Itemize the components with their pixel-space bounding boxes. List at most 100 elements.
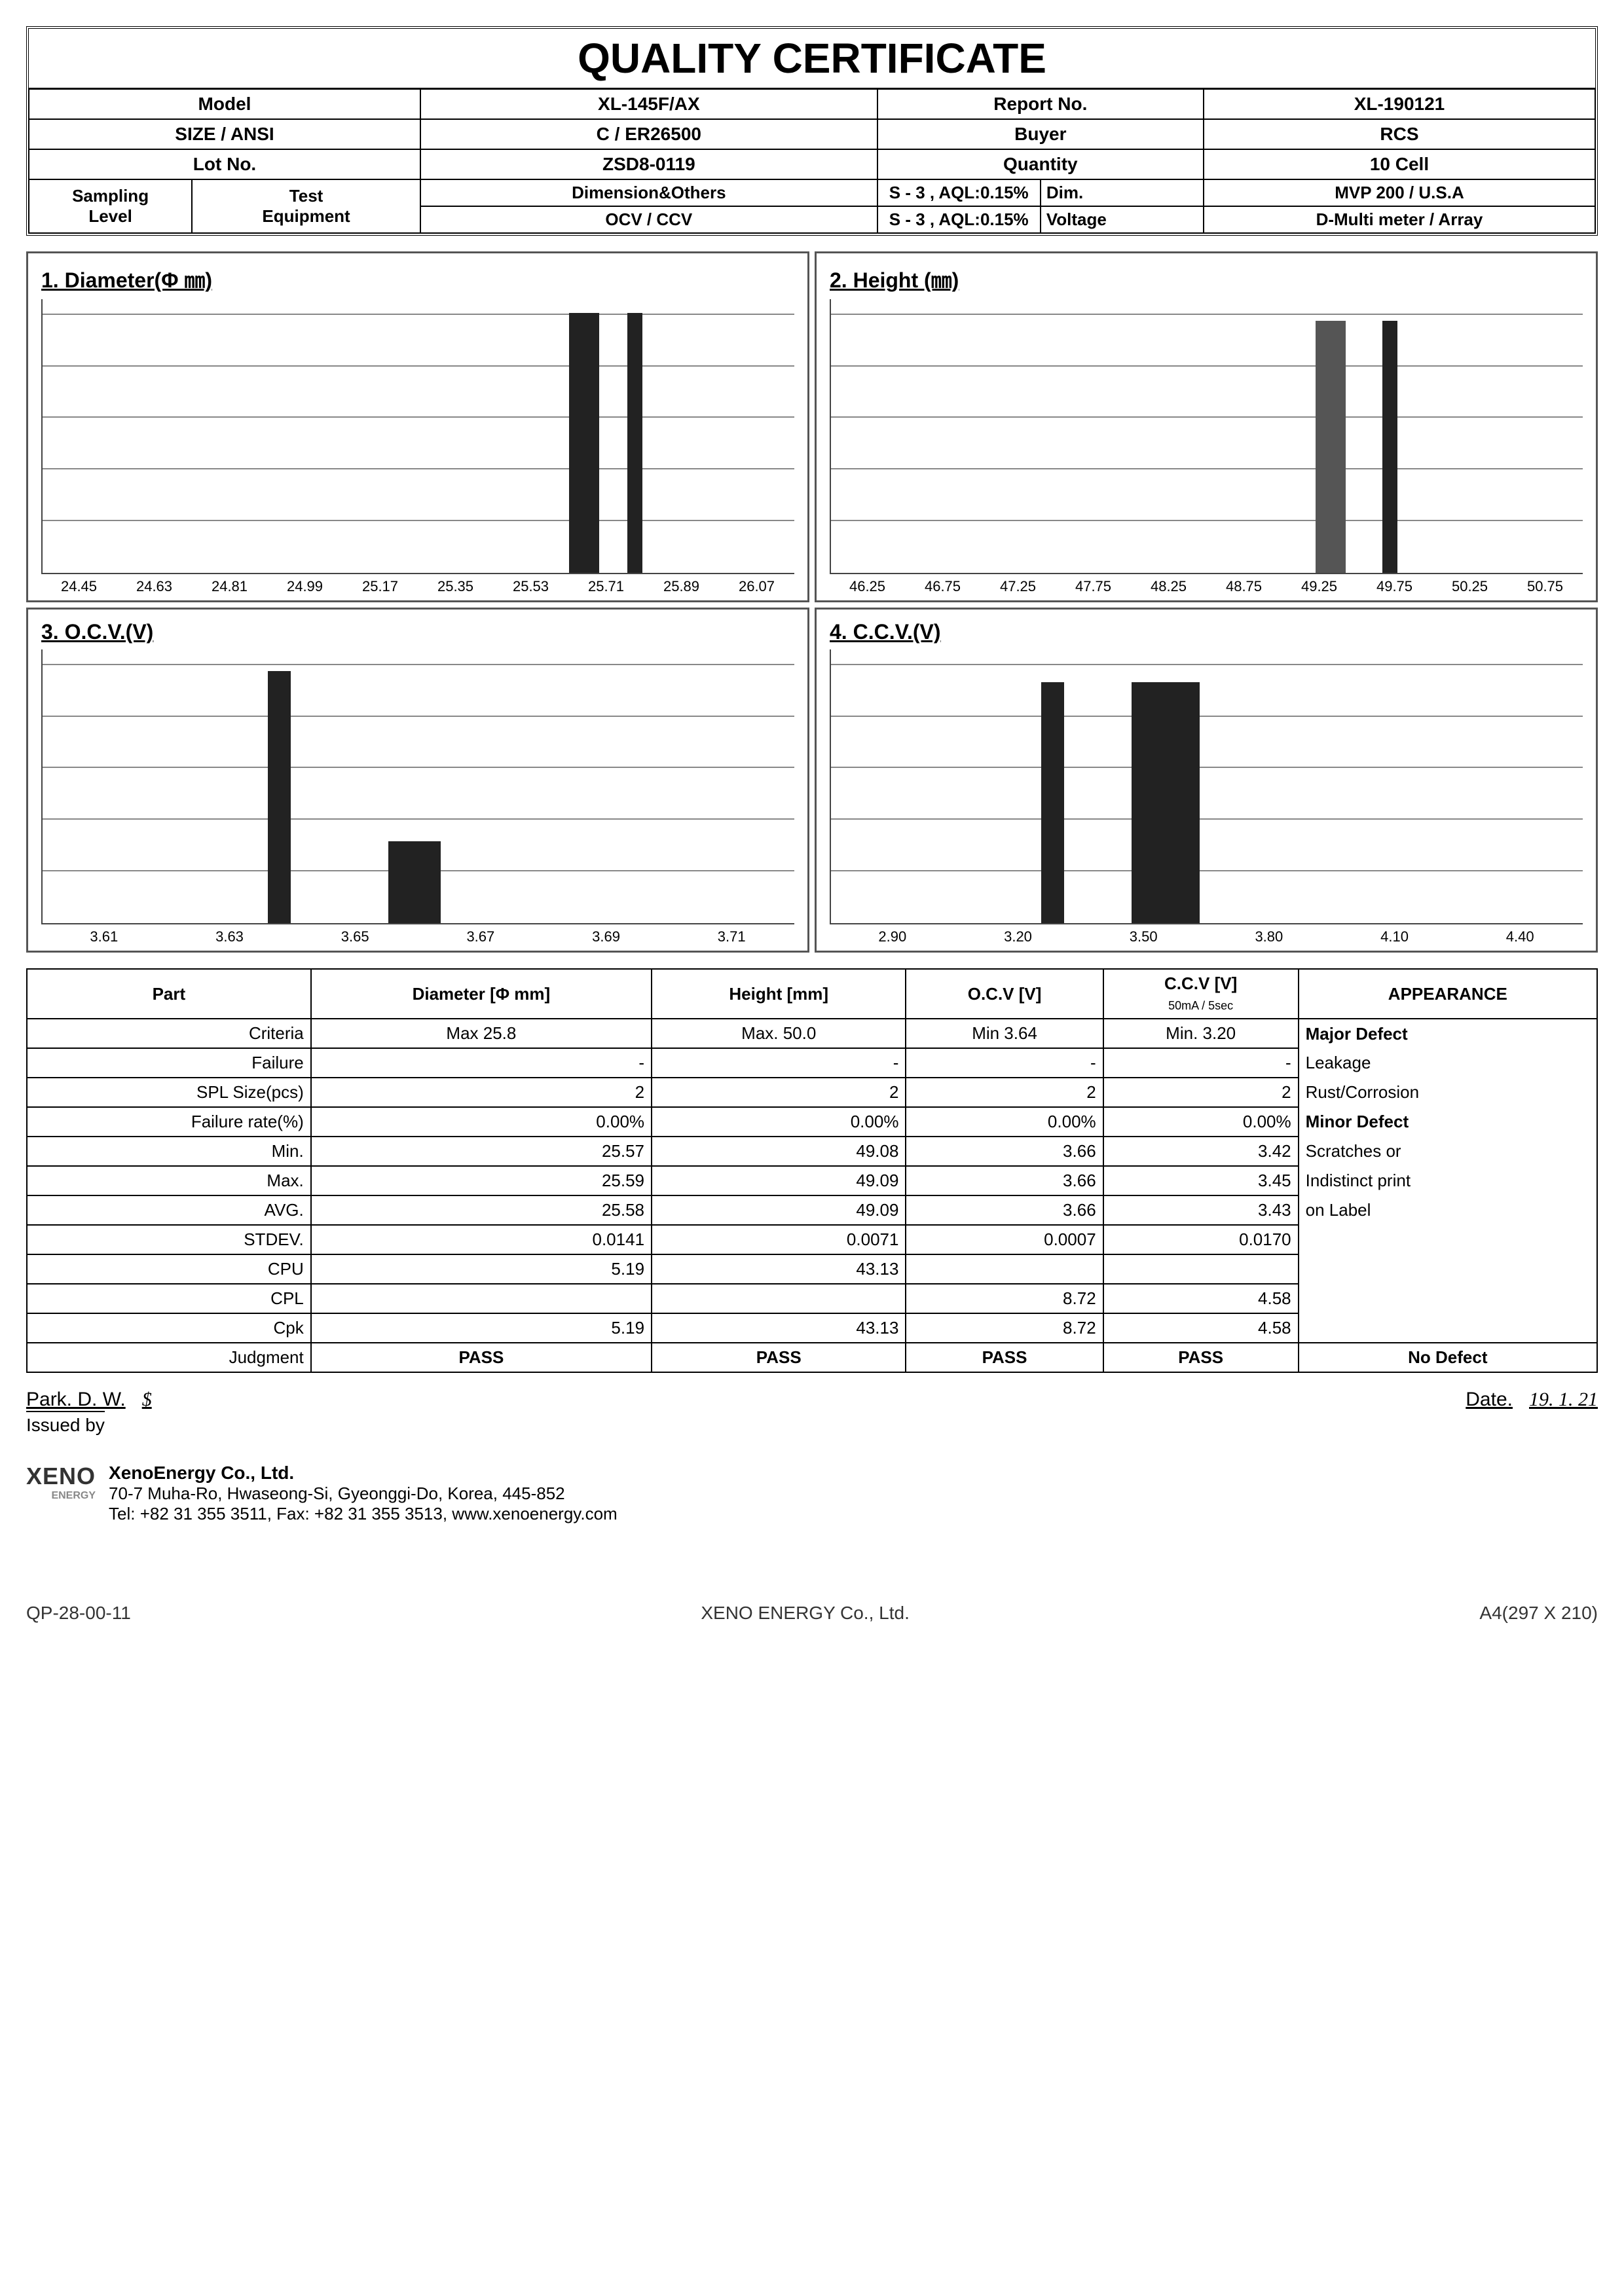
label-buyer: Buyer — [877, 119, 1204, 149]
grid-line — [43, 767, 794, 768]
cell-appearance — [1299, 1284, 1597, 1313]
cell-appearance: on Label — [1299, 1195, 1597, 1225]
row-label: CPU — [27, 1254, 311, 1284]
cell-appearance — [1299, 1225, 1597, 1254]
bar — [569, 313, 599, 573]
cell-ocv: PASS — [906, 1343, 1103, 1372]
cell-height: Max. 50.0 — [652, 1019, 906, 1048]
value-reportno: XL-190121 — [1204, 89, 1595, 119]
company-name: XenoEnergy Co., Ltd. — [109, 1463, 618, 1484]
row-label: AVG. — [27, 1195, 311, 1225]
x-tick: 47.75 — [1056, 578, 1131, 595]
cell-height: 49.08 — [652, 1137, 906, 1166]
chart-area — [830, 649, 1583, 924]
signer-name: Park. D. W. — [26, 1389, 126, 1410]
cell-ocv — [906, 1254, 1103, 1284]
th-ocv: O.C.V [V] — [906, 969, 1103, 1019]
x-axis-labels: 3.613.633.653.673.693.71 — [41, 924, 794, 945]
th-diameter: Diameter [Φ mm] — [311, 969, 652, 1019]
grid-line — [43, 716, 794, 717]
chart-title: 3. O.C.V.(V) — [41, 620, 794, 644]
th-height: Height [mm] — [652, 969, 906, 1019]
x-axis-labels: 2.903.203.503.804.104.40 — [830, 924, 1583, 945]
grid-line — [831, 468, 1583, 469]
x-tick: 3.20 — [955, 928, 1081, 945]
cell-height: 43.13 — [652, 1254, 906, 1284]
row-label: STDEV. — [27, 1225, 311, 1254]
x-axis-labels: 24.4524.6324.8124.9925.1725.3525.5325.71… — [41, 574, 794, 595]
company-block: XENO ENERGY XenoEnergy Co., Ltd. 70-7 Mu… — [26, 1463, 1598, 1524]
x-tick: 26.07 — [719, 578, 794, 595]
cell-appearance: Scratches or — [1299, 1137, 1597, 1166]
label-size: SIZE / ANSI — [29, 119, 420, 149]
cell-ccv: 0.00% — [1103, 1107, 1299, 1137]
value-test-dim: MVP 200 / U.S.A — [1204, 179, 1595, 206]
bar — [388, 841, 441, 923]
company-logo: XENO ENERGY — [26, 1463, 96, 1502]
cell-ocv: Min 3.64 — [906, 1019, 1103, 1048]
issued-by-label: Issued by — [26, 1411, 105, 1436]
label-lotno: Lot No. — [29, 149, 420, 179]
cell-ccv: 3.42 — [1103, 1137, 1299, 1166]
cell-appearance: Major Defect — [1299, 1019, 1597, 1048]
cell-ocv: 2 — [906, 1078, 1103, 1107]
label-reportno: Report No. — [877, 89, 1204, 119]
x-tick: 25.71 — [568, 578, 644, 595]
signature-row: Park. D. W. $ Issued by Date. 19. 1. 21 — [26, 1389, 1598, 1436]
cell-ocv: 3.66 — [906, 1137, 1103, 1166]
bar — [1132, 682, 1199, 923]
cell-ccv: 0.0170 — [1103, 1225, 1299, 1254]
bar — [627, 313, 642, 573]
cell-ccv: 4.58 — [1103, 1284, 1299, 1313]
x-tick: 3.61 — [41, 928, 167, 945]
cell-diameter: 25.59 — [311, 1166, 652, 1195]
cell-appearance: Indistinct print — [1299, 1166, 1597, 1195]
cell-ccv: PASS — [1103, 1343, 1299, 1372]
x-tick: 50.75 — [1507, 578, 1583, 595]
value-lotno: ZSD8-0119 — [420, 149, 877, 179]
x-tick: 3.69 — [544, 928, 669, 945]
cell-diameter: 5.19 — [311, 1313, 652, 1343]
x-tick: 48.75 — [1206, 578, 1282, 595]
grid-line — [831, 767, 1583, 768]
company-address: 70-7 Muha-Ro, Hwaseong-Si, Gyeonggi-Do, … — [109, 1484, 618, 1504]
cell-diameter: 0.00% — [311, 1107, 652, 1137]
cell-height: PASS — [652, 1343, 906, 1372]
cell-ocv: - — [906, 1048, 1103, 1078]
title-block: QUALITY CERTIFICATE Model XL-145F/AX Rep… — [26, 26, 1598, 236]
signature-mark: $ — [142, 1389, 152, 1410]
company-contact: Tel: +82 31 355 3511, Fax: +82 31 355 35… — [109, 1504, 618, 1524]
grid-line — [831, 716, 1583, 717]
cell-ocv: 3.66 — [906, 1195, 1103, 1225]
cell-appearance: Leakage — [1299, 1048, 1597, 1078]
label-qty: Quantity — [877, 149, 1204, 179]
cell-ccv: - — [1103, 1048, 1299, 1078]
page-footer: QP-28-00-11 XENO ENERGY Co., Ltd. A4(297… — [26, 1603, 1598, 1624]
value-sampling-ocv: S - 3 , AQL:0.15% — [877, 206, 1041, 233]
x-tick: 24.99 — [267, 578, 342, 595]
bar — [1316, 321, 1346, 573]
x-tick: 3.80 — [1206, 928, 1332, 945]
grid-line — [43, 416, 794, 418]
grid-line — [43, 818, 794, 820]
cell-appearance — [1299, 1313, 1597, 1343]
date-value: 19. 1. 21 — [1529, 1389, 1598, 1410]
chart-1: 1. Diameter(Φ ㎜)24.4524.6324.8124.9925.1… — [26, 251, 809, 602]
footer-right: A4(297 X 210) — [1479, 1603, 1598, 1624]
cell-ocv: 0.00% — [906, 1107, 1103, 1137]
th-appearance: APPEARANCE — [1299, 969, 1597, 1019]
cell-diameter: Max 25.8 — [311, 1019, 652, 1048]
bar — [1041, 682, 1063, 923]
footer-left: QP-28-00-11 — [26, 1603, 131, 1624]
th-ccv: C.C.V [V]50mA / 5sec — [1103, 969, 1299, 1019]
charts-grid: 1. Diameter(Φ ㎜)24.4524.6324.8124.9925.1… — [26, 251, 1598, 953]
x-axis-labels: 46.2546.7547.2547.7548.2548.7549.2549.75… — [830, 574, 1583, 595]
cell-appearance — [1299, 1254, 1597, 1284]
label-sampling-level: SamplingLevel — [29, 179, 192, 233]
grid-line — [831, 664, 1583, 665]
label-dim-others: Dimension&Others — [420, 179, 877, 206]
x-tick: 46.25 — [830, 578, 905, 595]
value-test-voltage: D-Multi meter / Array — [1204, 206, 1595, 233]
th-part: Part — [27, 969, 311, 1019]
cell-height: 0.0071 — [652, 1225, 906, 1254]
